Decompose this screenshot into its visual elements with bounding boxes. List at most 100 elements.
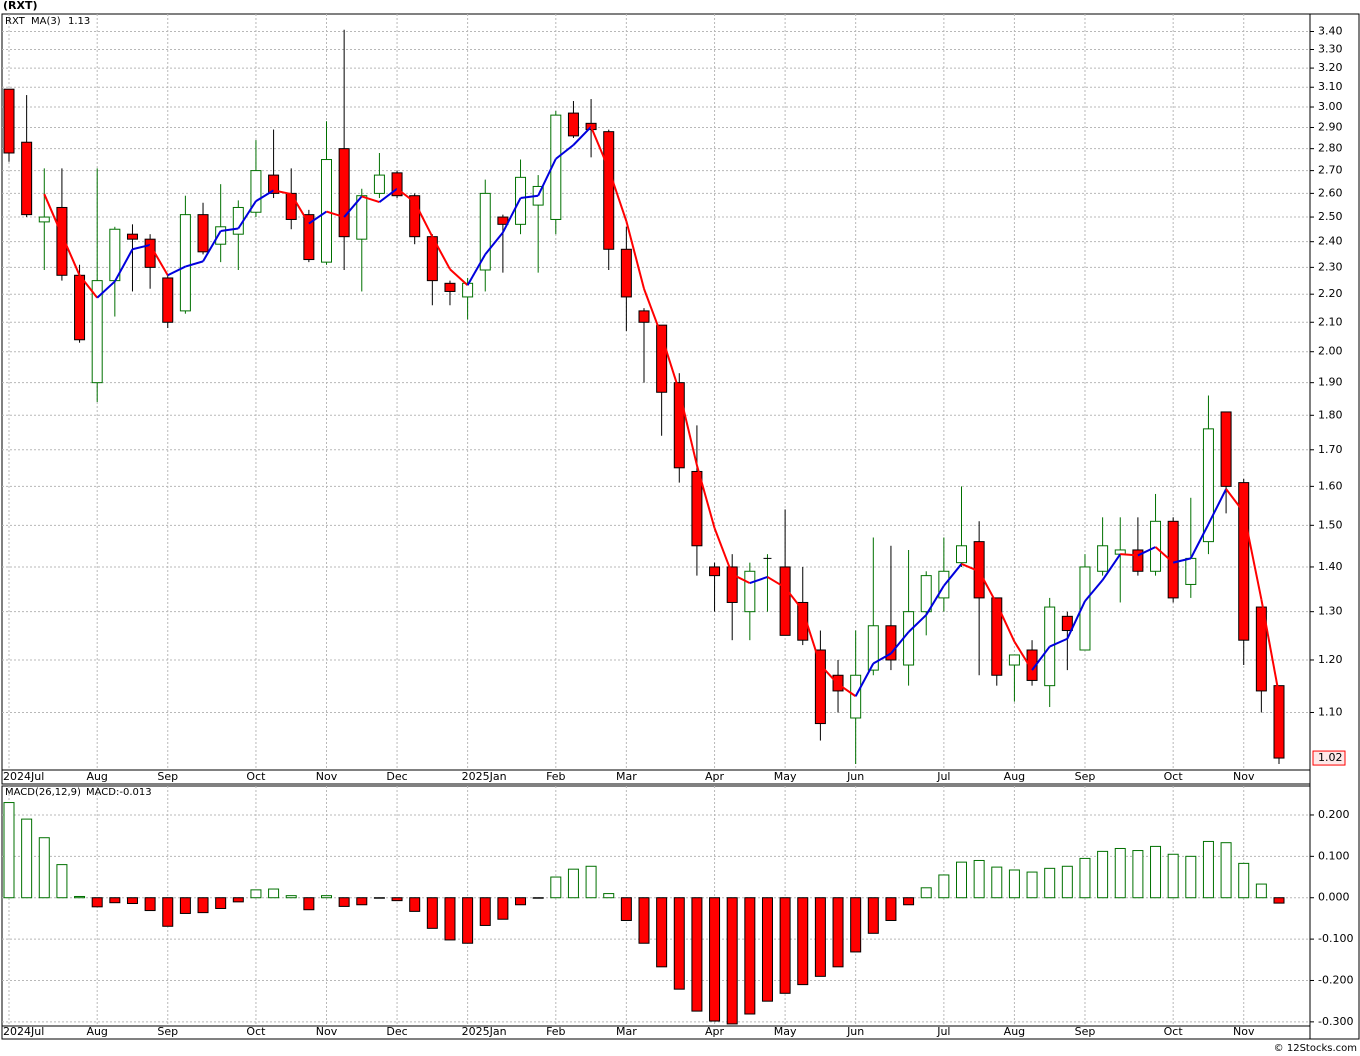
y-tick-label: 2.70	[1318, 164, 1343, 177]
ma-segment	[220, 227, 239, 232]
candle-body	[638, 310, 650, 323]
macd-bar	[56, 864, 68, 899]
ma-segment	[1189, 523, 1210, 559]
y-tick-label: 2.80	[1318, 142, 1343, 155]
macd-bar	[197, 897, 209, 914]
macd-bar	[1026, 871, 1038, 899]
candle-body	[797, 601, 809, 641]
candle-body	[391, 172, 403, 197]
macd-bar	[426, 897, 438, 929]
candle-body	[1220, 411, 1232, 487]
x-tick-label: Aug	[1004, 770, 1025, 783]
candle-body	[268, 174, 280, 194]
candle-body	[1097, 545, 1109, 572]
candle-body	[1008, 654, 1020, 666]
legend-ma-name: MA(3)	[31, 16, 61, 27]
candle-body	[867, 625, 879, 671]
macd-bar	[638, 897, 650, 944]
y-tick-label: 3.10	[1318, 80, 1343, 93]
macd-bar	[814, 897, 826, 977]
ma-segment	[766, 576, 786, 589]
y-tick-label: 3.40	[1318, 24, 1343, 37]
macd-bar	[268, 888, 280, 899]
macd-bar	[38, 837, 50, 899]
x-tick-label: Jun	[846, 1025, 864, 1038]
macd-bar	[303, 897, 315, 911]
macd-bar	[938, 874, 950, 899]
x-tick-label: Mar	[616, 1025, 637, 1038]
ma-segment	[113, 248, 134, 282]
candle-body	[1238, 482, 1250, 641]
x-tick-label: Dec	[386, 1025, 407, 1038]
candle-body	[109, 228, 121, 282]
ma-segment	[731, 573, 751, 585]
candle-body	[1167, 520, 1179, 599]
candle-body	[179, 214, 191, 312]
ma-segment	[466, 253, 487, 286]
candle-body	[144, 238, 156, 268]
ma-segment	[202, 230, 222, 262]
macd-bar	[91, 897, 103, 908]
ma-segment	[361, 195, 380, 203]
ma-segment	[149, 244, 169, 276]
macd-bar	[1008, 869, 1020, 899]
macd-bar	[1132, 850, 1144, 899]
ma-segment	[1031, 645, 1051, 671]
y-tick-label: -0.200	[1318, 973, 1353, 986]
macd-bar	[673, 897, 685, 990]
macd-bar	[850, 897, 862, 953]
macd-bar	[532, 897, 544, 899]
x-tick-label: Mar	[616, 770, 637, 783]
y-tick-label: 1.60	[1318, 479, 1343, 492]
candle-body	[56, 206, 68, 276]
macd-bar	[179, 897, 191, 914]
macd-bar	[550, 876, 562, 899]
macd-bar	[797, 897, 809, 986]
y-tick-label: 2.00	[1318, 345, 1343, 358]
y-tick-label: 1.40	[1318, 560, 1343, 573]
candle-body	[1061, 615, 1073, 632]
macd-bar	[885, 897, 897, 921]
macd-bar	[903, 897, 915, 906]
candle-body	[515, 176, 527, 225]
x-tick-label: Sep	[157, 1025, 178, 1038]
ma-segment	[890, 631, 910, 655]
x-tick-label: Aug	[86, 770, 107, 783]
macd-bar	[338, 897, 350, 907]
macd-bar	[479, 897, 491, 926]
ma-segment	[1154, 546, 1174, 564]
ma-segment	[1242, 511, 1263, 600]
ma-segment	[449, 268, 469, 286]
ma-segment	[1207, 488, 1227, 525]
x-tick-label: Oct	[246, 770, 266, 783]
macd-bar	[285, 895, 297, 899]
x-tick-label: Oct	[1164, 770, 1184, 783]
y-tick-label: 0.200	[1318, 808, 1350, 821]
ma-segment	[695, 464, 716, 529]
macd-bar	[1061, 865, 1073, 899]
ma-segment	[167, 265, 186, 277]
candle-body	[479, 192, 491, 271]
macd-bar	[832, 897, 844, 968]
x-tick-label: Nov	[1233, 770, 1255, 783]
candle-body	[1255, 606, 1267, 692]
candle-body	[814, 649, 826, 725]
macd-bar	[1114, 847, 1126, 899]
ma-segment	[255, 189, 275, 202]
macd-bar	[726, 897, 738, 1025]
candle-body	[1132, 549, 1144, 572]
ma-segment	[343, 195, 363, 218]
ma-segment	[978, 570, 998, 605]
x-tick-label: Oct	[1164, 1025, 1184, 1038]
candle-body	[462, 282, 474, 298]
macd-bar	[409, 897, 421, 912]
x-tick-label: Apr	[705, 770, 725, 783]
ma-segment	[854, 663, 875, 697]
ma-segment	[819, 664, 839, 685]
macd-bar	[1273, 897, 1285, 904]
macd-bar	[709, 897, 721, 1022]
y-tick-label: 1.50	[1318, 518, 1343, 531]
macd-bar	[391, 897, 403, 902]
macd-bar	[991, 866, 1003, 899]
macd-bar	[567, 868, 579, 899]
